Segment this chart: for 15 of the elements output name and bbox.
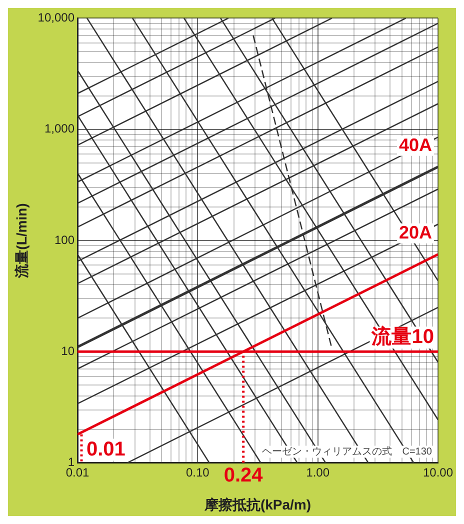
annotation: ヘーゼン・ウィリアムスの式 C=130 <box>262 446 432 458</box>
y-tick-label: 10 <box>61 344 75 358</box>
ref-line-label: 流量10 <box>370 325 434 348</box>
y-axis-title: 流量(L/min) <box>13 203 30 279</box>
x-axis-title: 摩擦抵抗(kPa/m) <box>203 496 312 512</box>
x-tick-label: 10.00 <box>422 465 454 480</box>
series-label: 40A <box>398 134 432 155</box>
x-tick-label: 1.00 <box>306 465 330 480</box>
x-tick-label: 0.10 <box>186 465 210 480</box>
series-label: 20A <box>398 222 432 242</box>
y-tick-label: 100 <box>54 232 75 247</box>
y-tick-label: 10,000 <box>38 10 75 25</box>
y-tick-label: 1,000 <box>44 122 75 136</box>
annotation: 0.01 <box>86 438 126 460</box>
ref-line-label: 0.24 <box>224 464 264 486</box>
